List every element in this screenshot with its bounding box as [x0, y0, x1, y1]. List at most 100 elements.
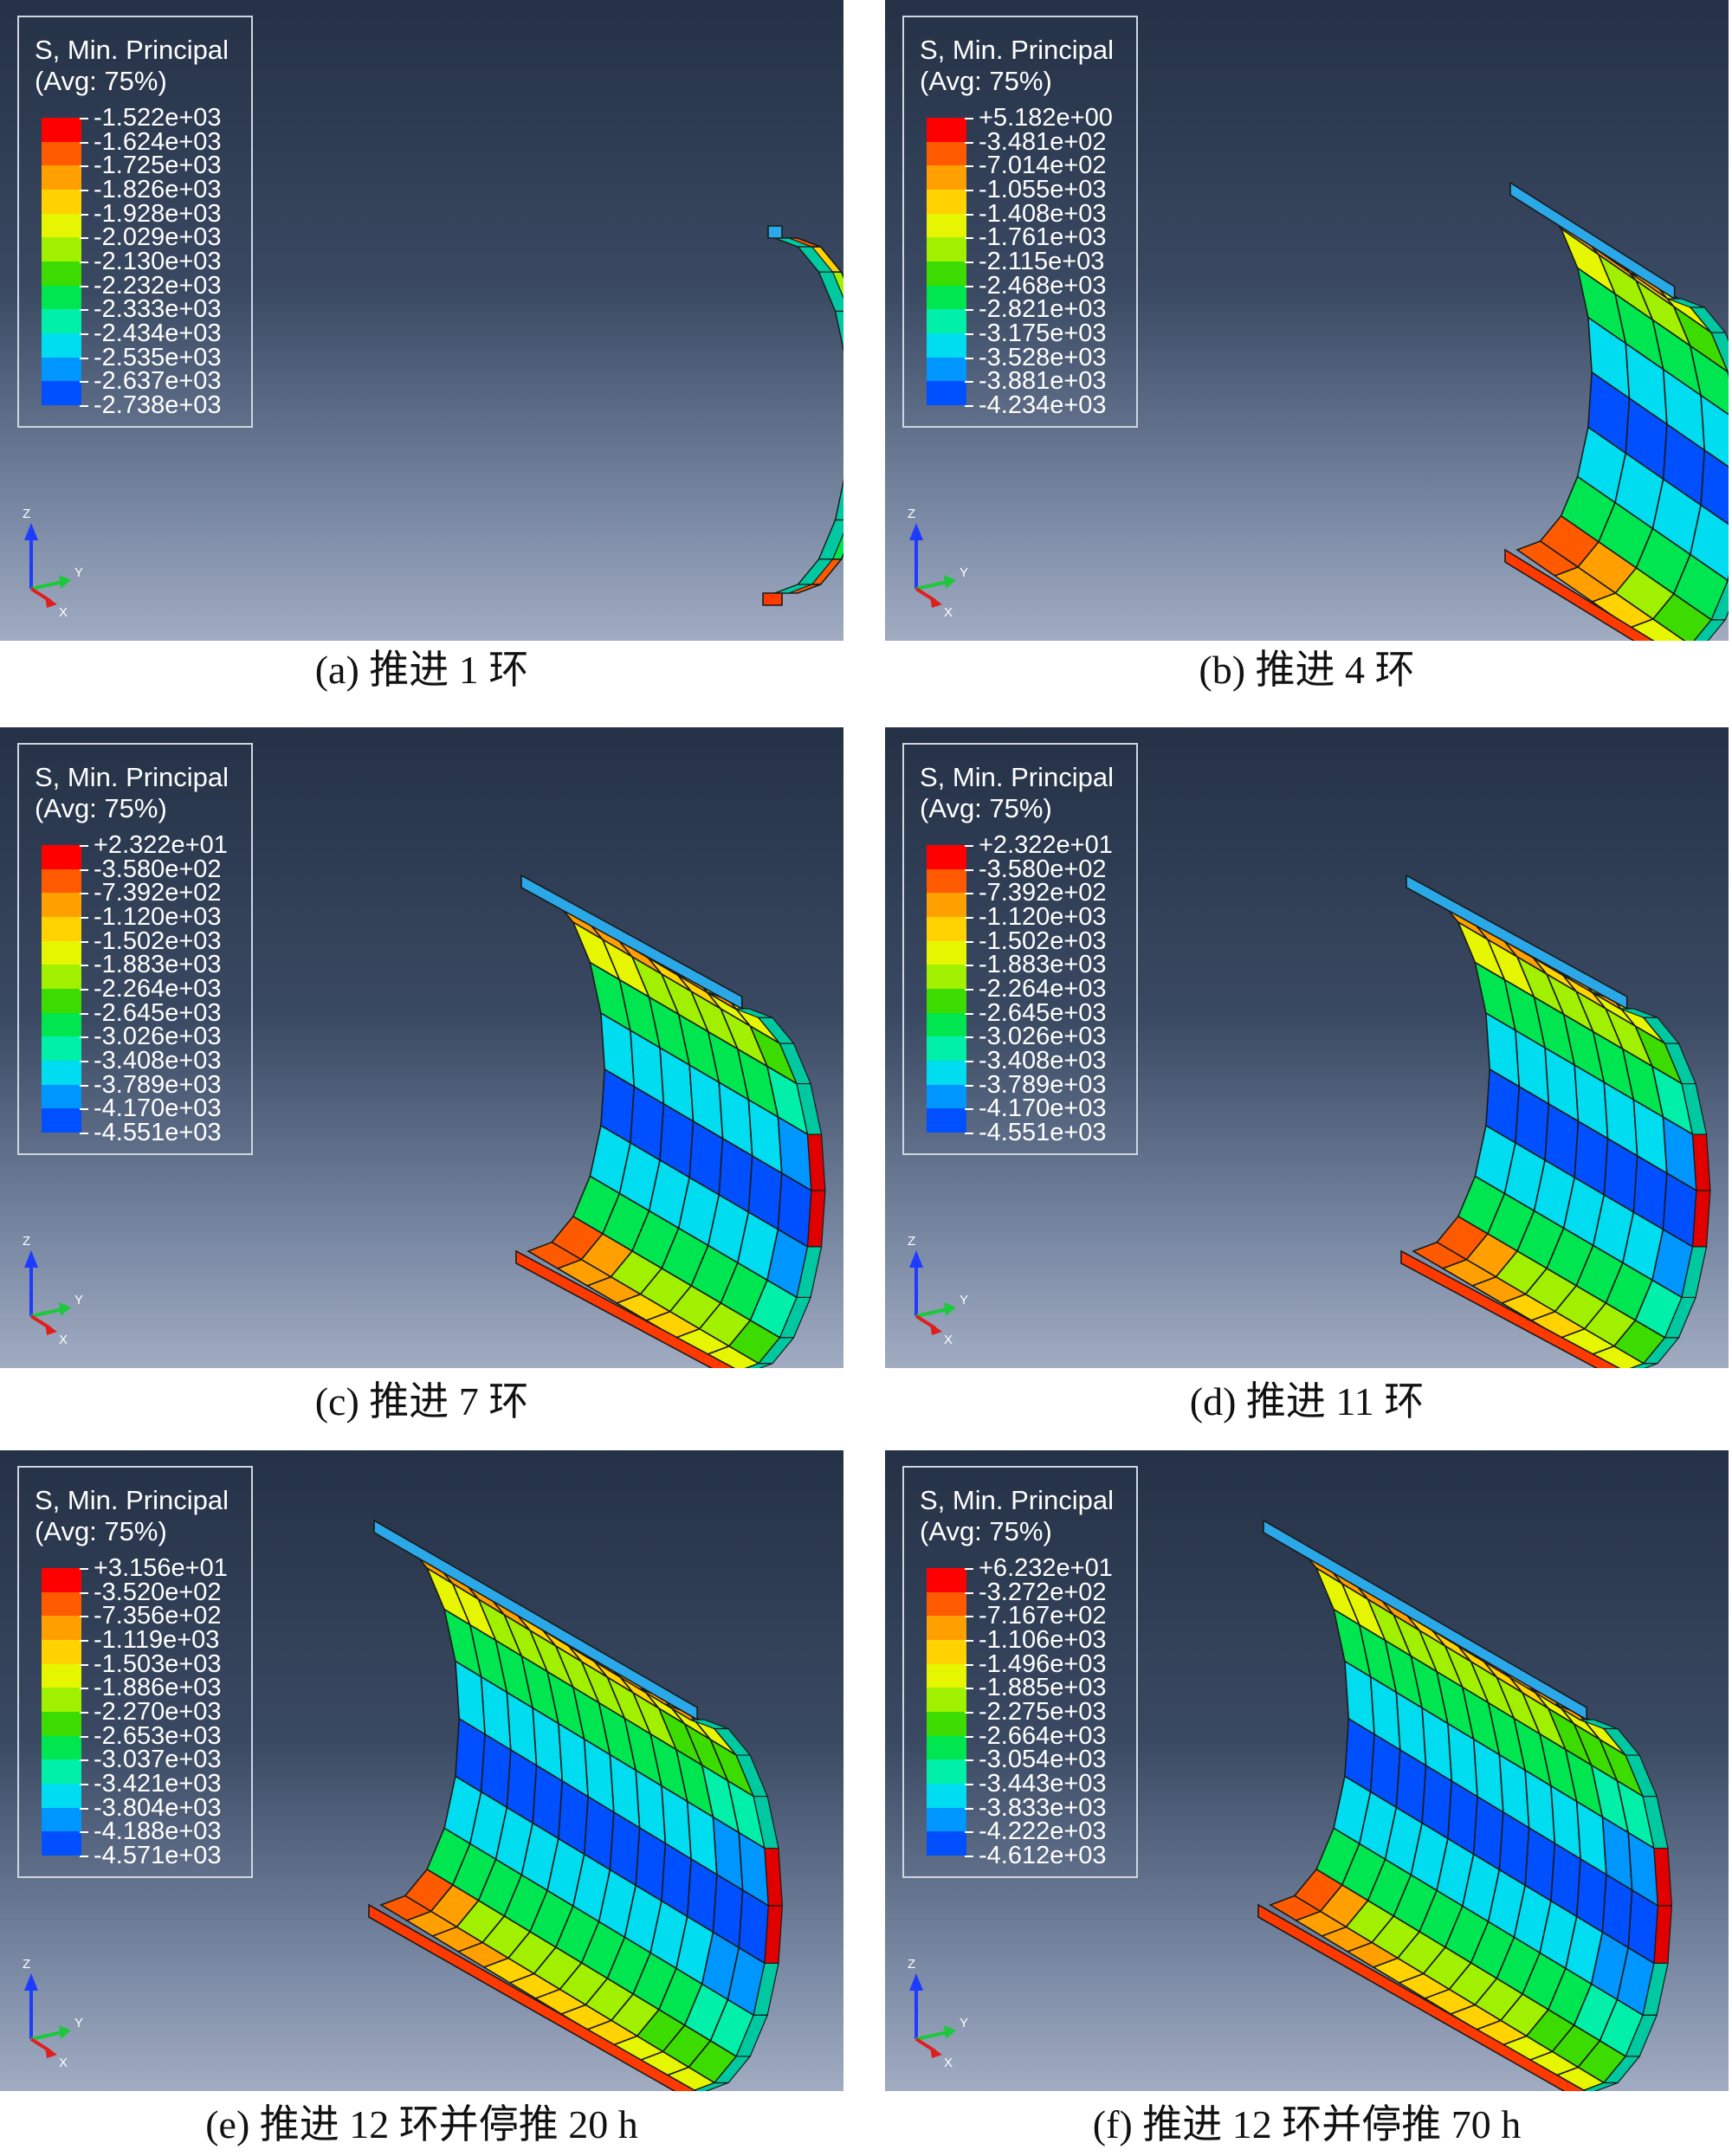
legend-tick-label: -1.119e+03: [94, 1626, 220, 1654]
color-swatch: [42, 1108, 81, 1133]
color-swatch: [927, 1568, 966, 1592]
segment-edge: [818, 271, 843, 313]
legend-tick: +6.232e+01: [965, 1554, 1113, 1582]
top-flange: [520, 874, 743, 1010]
color-swatch: [927, 381, 966, 405]
color-swatch: [42, 845, 81, 869]
legend-tick: -1.502e+03: [80, 926, 222, 955]
color-swatch: [927, 1807, 966, 1832]
axis-label-x: X: [59, 605, 68, 620]
color-swatch: [42, 1060, 81, 1085]
color-swatch: [42, 1568, 81, 1592]
legend-tick: -3.580e+02: [80, 856, 222, 881]
color-swatch: [927, 1012, 966, 1037]
tunnel-segment-model: [762, 225, 843, 606]
legend-tick-label: -2.645e+03: [979, 998, 1107, 1027]
color-swatch: [927, 1759, 966, 1784]
legend-tick-label: +6.232e+01: [979, 1554, 1113, 1582]
legend-tick-label: -4.222e+03: [979, 1817, 1107, 1846]
legend-tick: -1.522e+03: [80, 106, 222, 131]
top-flange: [1406, 874, 1628, 1010]
legend-tick-label: -1.502e+03: [979, 926, 1107, 955]
legend-tick: -1.624e+03: [80, 129, 222, 154]
color-swatch: [42, 916, 81, 941]
color-swatch: [927, 1108, 966, 1133]
legend-tick-label: -2.275e+03: [979, 1698, 1107, 1727]
color-swatch: [927, 1639, 966, 1664]
legend-tick: -2.653e+03: [80, 1723, 222, 1748]
color-swatch: [42, 1759, 81, 1784]
color-swatch: [927, 285, 966, 310]
legend-tick-label: -1.408e+03: [979, 199, 1107, 228]
legend-tick-label: -2.535e+03: [94, 343, 222, 371]
color-swatch: [927, 1831, 966, 1856]
legend-tick: -1.119e+03: [79, 1626, 220, 1654]
top-flange: [1263, 1519, 1587, 1721]
contour-panel-d: S, Min. Principal (Avg: 75%) +2.322e+01 -3.…: [885, 727, 1729, 1368]
axis-label-y: Y: [74, 1293, 83, 1307]
legend-tick-label: -3.789e+03: [979, 1070, 1107, 1099]
top-flange: [373, 1519, 698, 1721]
legend-tick-label: -1.502e+03: [94, 926, 222, 955]
color-swatch: [42, 165, 81, 190]
legend-tick-label: -1.883e+03: [94, 951, 222, 979]
legend-title: S, Min. Principal: [35, 35, 229, 65]
legend-tick: -2.468e+03: [965, 273, 1107, 298]
legend-tick-label: -3.026e+03: [979, 1023, 1107, 1051]
legend-tick-label: -1.885e+03: [979, 1674, 1107, 1702]
color-swatch: [927, 988, 966, 1013]
legend-tick: -4.612e+03: [965, 1843, 1107, 1869]
segment-edge: [1727, 575, 1729, 582]
legend-tick-label: +2.322e+01: [979, 831, 1113, 859]
legend-tick: -2.270e+03: [80, 1698, 222, 1727]
legend-tick: -1.496e+03: [965, 1651, 1107, 1676]
color-swatch: [42, 1591, 81, 1617]
contour-panel-a: S, Min. Principal (Avg: 75%) -1.522e+03 -1.…: [0, 0, 843, 641]
color-swatch: [42, 1639, 81, 1664]
color-swatch: [42, 357, 81, 382]
legend-tick: -2.130e+03: [80, 248, 222, 276]
color-bar: [42, 118, 81, 405]
coordinate-triad: Z Y X: [897, 1230, 992, 1351]
legend-tick: -1.120e+03: [80, 905, 222, 930]
legend-tick: -3.481e+02: [965, 129, 1107, 154]
legend-tick-label: -2.130e+03: [94, 248, 222, 276]
legend-tick: -1.826e+03: [80, 178, 222, 203]
legend-tick-label: -7.167e+02: [979, 1602, 1107, 1630]
mesh-element: [662, 2066, 716, 2091]
model-view: [1504, 181, 1729, 641]
color-swatch: [42, 988, 81, 1013]
legend-tick: -3.443e+03: [965, 1770, 1107, 1798]
color-swatch: [42, 1807, 81, 1832]
color-swatch: [42, 141, 81, 166]
legend-tick: -4.170e+03: [965, 1096, 1107, 1121]
legend-tick: -2.645e+03: [80, 1000, 222, 1025]
axis-label-z: Z: [23, 1234, 30, 1249]
model-view: [762, 225, 843, 606]
legend-subtitle: (Avg: 75%): [35, 66, 167, 96]
color-swatch: [927, 940, 966, 965]
legend-tick: -3.421e+03: [80, 1772, 222, 1797]
color-swatch: [927, 189, 966, 214]
segment-edge: [1727, 371, 1729, 378]
legend-title: S, Min. Principal: [920, 762, 1114, 792]
legend-tick-label: -2.270e+03: [94, 1698, 222, 1727]
legend-tick: -1.502e+03: [965, 926, 1107, 955]
legend-subtitle: (Avg: 75%): [920, 793, 1052, 823]
legend-tick-label: -4.551e+03: [979, 1119, 1107, 1147]
color-swatch: [927, 1783, 966, 1808]
legend-subtitle: (Avg: 75%): [920, 1516, 1052, 1546]
panel-caption-d: (d) 推进 11 环: [1189, 1379, 1425, 1423]
legend-tick: -3.054e+03: [965, 1747, 1107, 1772]
legend-tick: -3.789e+03: [965, 1070, 1107, 1099]
coordinate-triad: Z Y X: [897, 502, 992, 623]
contour-panel-c: S, Min. Principal (Avg: 75%) +2.322e+01 -3.…: [0, 727, 843, 1368]
axis-label-z: Z: [908, 1234, 915, 1249]
color-swatch: [927, 965, 966, 989]
legend-tick-label: -3.443e+03: [979, 1770, 1107, 1798]
segment-edge: [1710, 332, 1729, 373]
legend-tick-label: -7.392e+02: [979, 879, 1107, 907]
bottom-flange: [762, 592, 783, 606]
color-swatch: [927, 309, 966, 333]
legend-tick: -2.264e+03: [965, 977, 1107, 1002]
